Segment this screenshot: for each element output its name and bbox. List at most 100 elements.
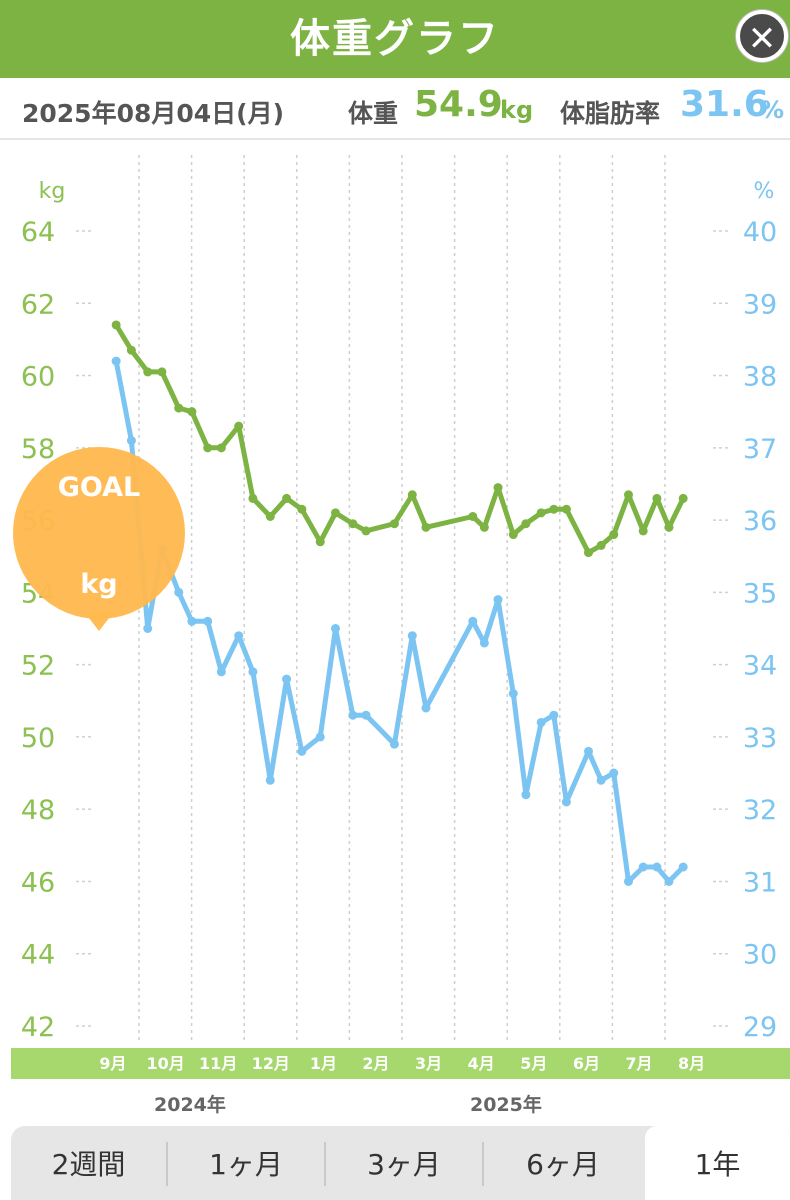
fat-data-point bbox=[111, 356, 121, 366]
fat-label: 体脂肪率 bbox=[560, 99, 661, 128]
page-title: 体重グラフ bbox=[290, 16, 500, 62]
right-tick-label: 33 bbox=[743, 723, 777, 754]
tab-3months[interactable]: 3ヶ月 bbox=[367, 1148, 441, 1181]
fat-data-point bbox=[584, 746, 594, 756]
left-tick-label: 52 bbox=[21, 651, 55, 682]
fat-data-point bbox=[609, 768, 619, 778]
right-tick-label: 36 bbox=[743, 506, 777, 537]
left-tick-label: 50 bbox=[21, 723, 55, 754]
fat-data-point bbox=[664, 876, 674, 886]
right-tick-label: 40 bbox=[743, 217, 777, 248]
fat-data-point bbox=[596, 775, 606, 785]
weight-data-point bbox=[216, 443, 226, 453]
weight-data-point bbox=[407, 490, 417, 500]
fat-data-point bbox=[468, 616, 478, 626]
weight-data-point bbox=[389, 519, 399, 529]
right-tick-label: 34 bbox=[743, 651, 777, 682]
tab-1month[interactable]: 1ヶ月 bbox=[209, 1148, 283, 1181]
weight-series-line bbox=[113, 322, 686, 556]
weight-data-point bbox=[330, 508, 340, 518]
fat-data-point bbox=[216, 667, 226, 677]
fat-data-point bbox=[126, 436, 136, 446]
fat-data-point bbox=[234, 631, 244, 641]
fat-data-point bbox=[407, 631, 417, 641]
fat-data-point bbox=[265, 775, 275, 785]
fat-data-point bbox=[297, 746, 307, 756]
month-label: 5月 bbox=[520, 1054, 547, 1073]
weight-data-point bbox=[234, 421, 244, 431]
weight-data-point bbox=[664, 522, 674, 532]
month-label: 9月 bbox=[99, 1054, 126, 1073]
year-label-2025: 2025年 bbox=[470, 1094, 542, 1116]
month-axis: 9月 10月 11月 12月 1月 2月 3月 4月 5月 6月 7月 8月 bbox=[99, 1054, 705, 1073]
tab-2weeks[interactable]: 2週間 bbox=[51, 1148, 126, 1181]
tab-divider bbox=[482, 1142, 484, 1186]
month-label: 1月 bbox=[310, 1054, 337, 1073]
fat-data-point bbox=[623, 876, 633, 886]
weight-data-point bbox=[493, 483, 503, 493]
weight-data-point bbox=[652, 493, 662, 503]
left-tick-label: 48 bbox=[21, 795, 55, 826]
right-tick-label: 31 bbox=[743, 867, 777, 898]
weight-data-point bbox=[508, 530, 518, 540]
period-tabs: 2週間 1ヶ月 3ヶ月 6ヶ月 1年 bbox=[11, 1126, 790, 1200]
fat-data-point bbox=[389, 739, 399, 749]
fat-data-point bbox=[508, 689, 518, 699]
fat-data-point bbox=[638, 862, 648, 872]
fat-data-point bbox=[282, 674, 292, 684]
month-label: 4月 bbox=[468, 1054, 495, 1073]
left-tick-label: 60 bbox=[21, 362, 55, 393]
weight-data-point bbox=[297, 504, 307, 514]
fat-unit: % bbox=[760, 96, 785, 124]
weight-data-point bbox=[157, 367, 167, 377]
fat-data-point bbox=[187, 616, 197, 626]
weight-data-point bbox=[348, 519, 358, 529]
right-tick-label: 29 bbox=[743, 1012, 777, 1043]
month-label: 8月 bbox=[678, 1054, 705, 1073]
tab-divider bbox=[166, 1142, 168, 1186]
goal-bubble bbox=[13, 447, 185, 619]
left-unit-label: kg bbox=[39, 179, 66, 204]
right-tick-label: 39 bbox=[743, 289, 777, 320]
summary-bar: 2025年08月04日(月) 体重 54.9 kg 体脂肪率 31.6 % bbox=[0, 80, 790, 140]
fat-data-point bbox=[549, 710, 559, 720]
weight-data-point bbox=[126, 345, 136, 355]
left-tick-label: 58 bbox=[21, 434, 55, 465]
weight-chart[interactable]: 4244464850525456586062642930313233343536… bbox=[0, 140, 790, 1130]
fat-data-point bbox=[678, 862, 688, 872]
right-tick-label: 35 bbox=[743, 578, 777, 609]
weight-data-point bbox=[174, 403, 184, 413]
month-label: 7月 bbox=[625, 1054, 652, 1073]
weight-data-point bbox=[248, 493, 258, 503]
left-tick-label: 44 bbox=[21, 940, 55, 971]
right-tick-label: 32 bbox=[743, 795, 777, 826]
weight-value: 54.9 bbox=[414, 84, 503, 125]
tab-1year[interactable]: 1年 bbox=[645, 1126, 790, 1200]
fat-data-point bbox=[479, 638, 489, 648]
weight-data-point bbox=[361, 526, 371, 536]
weight-data-point bbox=[609, 530, 619, 540]
month-band bbox=[11, 1048, 790, 1079]
month-label: 6月 bbox=[573, 1054, 600, 1073]
fat-data-point bbox=[330, 624, 340, 633]
goal-unit: kg bbox=[80, 569, 117, 600]
weight-data-point bbox=[265, 511, 275, 521]
weight-data-point bbox=[596, 540, 606, 550]
tab-6months[interactable]: 6ヶ月 bbox=[526, 1148, 600, 1181]
right-unit-label: % bbox=[754, 179, 775, 204]
fat-data-point bbox=[361, 710, 371, 720]
weight-data-point bbox=[111, 320, 121, 330]
fat-data-point bbox=[143, 624, 153, 633]
fat-data-point bbox=[521, 790, 531, 800]
weight-data-point bbox=[203, 443, 213, 453]
weight-data-point bbox=[623, 490, 633, 500]
weight-data-point bbox=[143, 367, 153, 377]
weight-data-point bbox=[536, 508, 546, 518]
month-label: 3月 bbox=[415, 1054, 442, 1073]
weight-data-point bbox=[187, 407, 197, 417]
year-label-2024: 2024年 bbox=[154, 1094, 226, 1116]
month-label: 2月 bbox=[362, 1054, 389, 1073]
close-icon[interactable]: ✕ bbox=[736, 10, 788, 62]
tab-divider bbox=[324, 1142, 326, 1186]
fat-data-point bbox=[561, 797, 571, 807]
